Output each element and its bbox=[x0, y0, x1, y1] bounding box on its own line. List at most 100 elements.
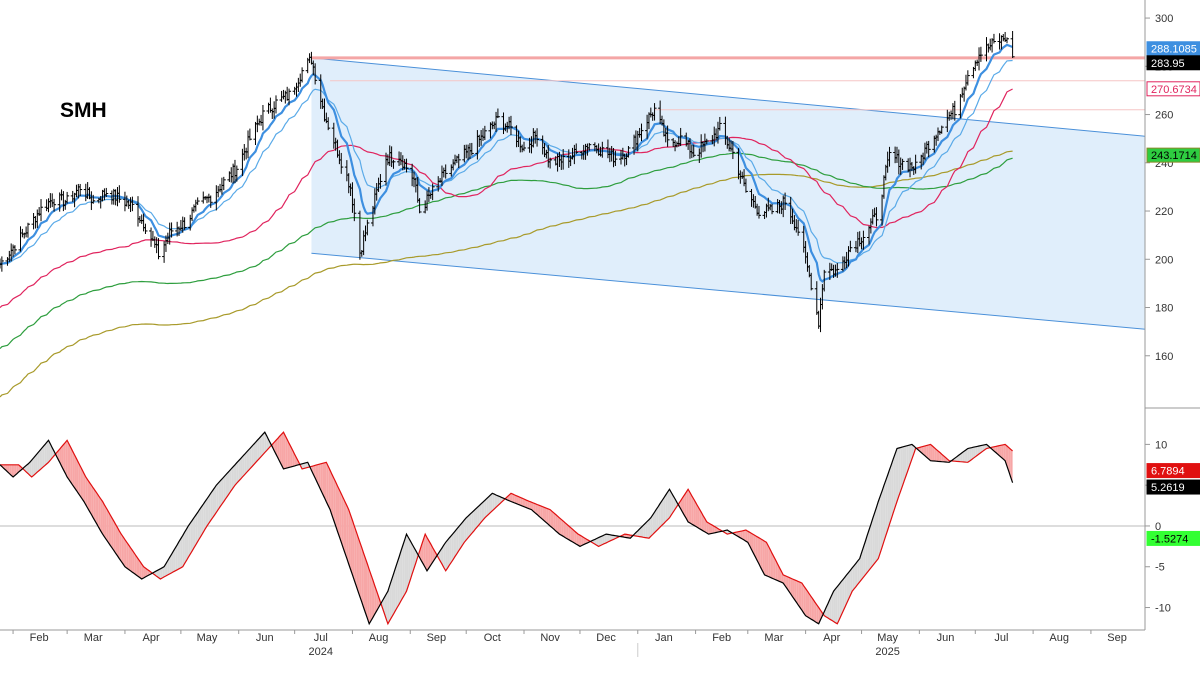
osc-fill bbox=[999, 445, 1002, 458]
x-tick-label: Oct bbox=[484, 632, 501, 644]
osc-fill bbox=[809, 593, 812, 620]
osc-fill bbox=[714, 526, 717, 533]
osc-fill bbox=[356, 531, 359, 592]
osc-fill bbox=[583, 537, 586, 545]
x-tick-label: Feb bbox=[30, 632, 49, 644]
price-bar bbox=[12, 245, 17, 255]
osc-fill bbox=[27, 462, 30, 476]
price-bar bbox=[756, 205, 761, 219]
y-tick-label: 220 bbox=[1155, 206, 1173, 218]
x-tick-label: Nov bbox=[540, 632, 560, 644]
osc-fill bbox=[650, 514, 653, 537]
osc-fill bbox=[330, 470, 332, 516]
osc-fill bbox=[551, 511, 554, 530]
x-tick-label: Mar bbox=[764, 632, 783, 644]
signal-line bbox=[0, 431, 1013, 626]
osc-fill bbox=[287, 439, 290, 468]
osc-fill bbox=[516, 495, 519, 505]
osc-fill bbox=[119, 530, 122, 562]
osc-fill bbox=[975, 446, 978, 457]
price-label: 5.2619 bbox=[1146, 479, 1200, 495]
osc-fill bbox=[428, 540, 431, 568]
osc-fill bbox=[262, 432, 265, 455]
osc-fill bbox=[26, 463, 28, 474]
osc-fill bbox=[165, 560, 168, 576]
osc-fill bbox=[214, 485, 217, 516]
osc-fill bbox=[533, 502, 536, 513]
osc-fill bbox=[70, 447, 73, 486]
price-bar bbox=[260, 104, 265, 131]
osc-fill bbox=[290, 446, 293, 467]
osc-fill bbox=[762, 540, 765, 575]
osc-fill bbox=[143, 566, 146, 578]
svg-text:243.1714: 243.1714 bbox=[1151, 150, 1197, 162]
svg-text:-1.5274: -1.5274 bbox=[1151, 533, 1188, 545]
osc-fill bbox=[527, 500, 530, 509]
osc-fill bbox=[755, 535, 758, 561]
osc-fill bbox=[249, 446, 252, 469]
price-bar bbox=[600, 141, 605, 158]
osc-fill bbox=[324, 462, 327, 502]
osc-fill bbox=[106, 508, 109, 543]
osc-fill bbox=[248, 448, 250, 471]
osc-fill bbox=[464, 517, 467, 543]
osc-fill bbox=[872, 512, 875, 566]
osc-fill bbox=[777, 564, 780, 582]
osc-fill bbox=[261, 434, 263, 457]
osc-fill bbox=[971, 447, 974, 460]
price-bar bbox=[156, 238, 161, 260]
y-tick-label: 180 bbox=[1155, 303, 1173, 315]
osc-fill bbox=[496, 494, 498, 508]
osc-fill bbox=[279, 434, 282, 466]
osc-fill bbox=[566, 524, 569, 540]
x-tick-label: Dec bbox=[596, 632, 616, 644]
osc-fill bbox=[579, 535, 582, 547]
osc-fill bbox=[104, 504, 107, 540]
osc-fill bbox=[839, 581, 842, 620]
osc-fill bbox=[639, 527, 642, 537]
osc-fill bbox=[419, 545, 422, 561]
osc-fill bbox=[829, 595, 832, 621]
price-bar bbox=[417, 198, 422, 214]
price-bar bbox=[626, 146, 631, 158]
oscillator-line bbox=[0, 431, 1014, 626]
osc-fill bbox=[126, 542, 129, 570]
osc-fill bbox=[117, 527, 120, 559]
osc-fill bbox=[488, 495, 491, 515]
osc-fill bbox=[458, 524, 461, 551]
osc-fill bbox=[908, 444, 911, 470]
osc-fill bbox=[751, 533, 754, 554]
osc-fill bbox=[197, 509, 200, 542]
price-bar bbox=[704, 138, 709, 145]
osc-fill bbox=[352, 520, 355, 581]
osc-fill bbox=[110, 514, 112, 548]
price-bar bbox=[809, 272, 814, 291]
ma-green-line bbox=[0, 152, 1013, 350]
osc-fill bbox=[63, 442, 66, 474]
osc-fill bbox=[372, 580, 375, 618]
osc-fill bbox=[41, 446, 43, 469]
osc-fill bbox=[96, 493, 99, 528]
osc-fill bbox=[936, 449, 939, 462]
osc-fill bbox=[645, 521, 648, 538]
osc-y-tick-label: 10 bbox=[1155, 439, 1167, 451]
osc-fill bbox=[600, 535, 603, 546]
osc-fill bbox=[13, 464, 15, 478]
osc-fill bbox=[902, 446, 905, 486]
osc-fill bbox=[604, 534, 607, 544]
osc-fill bbox=[979, 445, 981, 455]
osc-y-tick-label: -10 bbox=[1155, 603, 1171, 615]
osc-fill bbox=[408, 537, 411, 586]
osc-fill bbox=[932, 446, 935, 462]
x-tick-label: May bbox=[877, 632, 898, 644]
osc-fill bbox=[594, 538, 597, 546]
osc-fill bbox=[561, 519, 564, 537]
osc-fill bbox=[969, 447, 972, 461]
osc-fill bbox=[453, 531, 456, 560]
osc-fill bbox=[964, 449, 966, 463]
osc-fill bbox=[111, 517, 114, 551]
osc-fill bbox=[738, 531, 741, 538]
osc-fill bbox=[848, 570, 851, 600]
price-bar bbox=[352, 198, 357, 222]
